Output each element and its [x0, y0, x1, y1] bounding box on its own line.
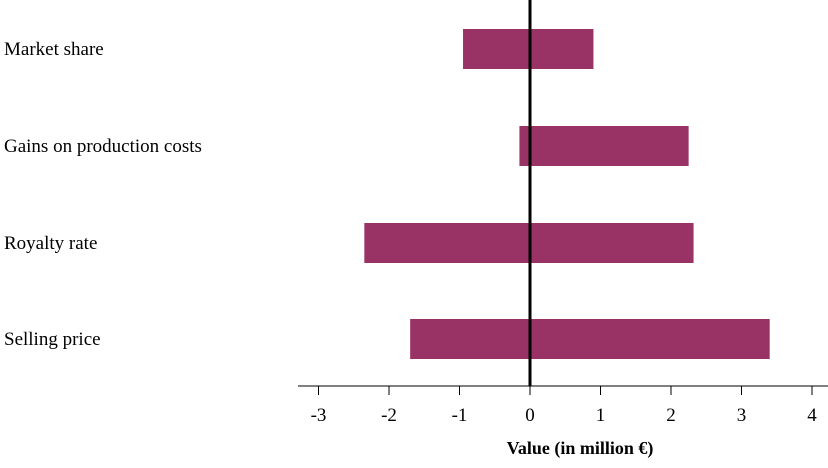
category-label: Market share	[4, 39, 104, 60]
bar-positive-4	[530, 319, 770, 359]
x-tick-label: -3	[311, 405, 327, 426]
bar-positive-2	[530, 126, 689, 166]
x-tick-label: 2	[666, 405, 676, 426]
category-label: Selling price	[4, 329, 101, 350]
bar-negative-4	[410, 319, 530, 359]
bar-negative-1	[463, 29, 530, 69]
bar-positive-1	[530, 29, 594, 69]
x-axis-title: Value (in million €)	[507, 438, 654, 459]
x-tick-label: 4	[807, 405, 817, 426]
x-ticks: -3 -2 -1 0 1 2 3 4	[311, 386, 817, 426]
bar-negative-2	[519, 126, 530, 166]
category-label: Royalty rate	[4, 233, 97, 254]
x-tick-label: 0	[525, 405, 535, 426]
bars	[364, 29, 770, 359]
x-tick-label: 3	[737, 405, 747, 426]
x-tick-label: 1	[596, 405, 606, 426]
x-tick-label: -1	[452, 405, 468, 426]
bar-positive-3	[530, 223, 694, 263]
x-tick-label: -2	[381, 405, 397, 426]
category-label: Gains on production costs	[4, 136, 202, 157]
category-labels: Market share Gains on production costs Roy…	[4, 39, 202, 350]
bar-negative-3	[364, 223, 530, 263]
